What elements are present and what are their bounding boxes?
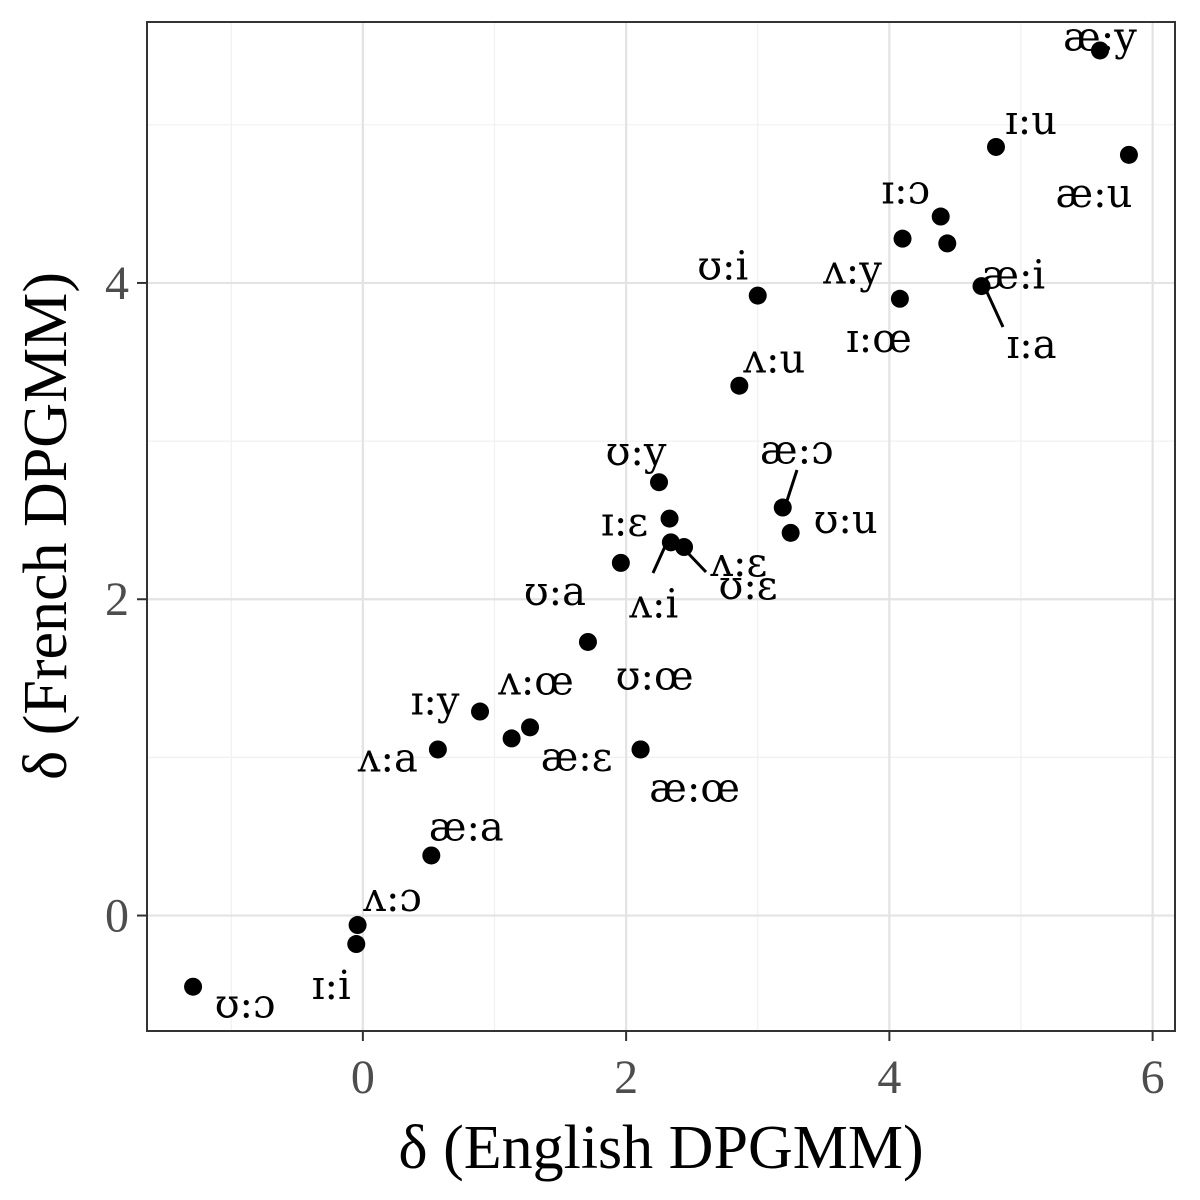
point-label: ɪ:u	[1005, 98, 1057, 144]
point-label: æ:ɔ	[760, 428, 833, 474]
data-point	[730, 376, 749, 395]
point-label: ɪ:œ	[846, 316, 912, 362]
data-point	[422, 846, 441, 865]
point-label: ʌ:y	[822, 248, 882, 294]
data-point	[986, 137, 1005, 156]
panel-border	[146, 21, 1176, 1032]
y-tick-label: 0	[105, 890, 129, 943]
y-axis-title: δ (French DPGMM)	[12, 272, 80, 780]
data-point	[1090, 41, 1109, 60]
data-point	[893, 229, 912, 248]
point-label: ɪ:y	[411, 679, 460, 725]
data-point	[521, 718, 540, 737]
point-label: ʊ:ɔ	[215, 982, 276, 1028]
point-label: ʊ:y	[606, 429, 667, 475]
data-point	[773, 498, 792, 517]
data-point	[660, 509, 679, 528]
point-label: æ:i	[981, 252, 1045, 298]
leader-line	[984, 289, 1005, 328]
x-tick-label: 0	[351, 1051, 375, 1104]
points-layer	[184, 41, 1138, 996]
point-label: æ:u	[1056, 171, 1133, 217]
leader-line	[684, 549, 708, 574]
data-point	[781, 523, 800, 542]
data-point	[1119, 145, 1138, 164]
grid-layer	[147, 22, 1175, 1031]
data-point	[650, 473, 669, 492]
data-point	[675, 538, 694, 557]
data-point	[890, 289, 909, 308]
point-label: ʌ:œ	[497, 658, 574, 704]
point-label: ʌ:ɛ	[709, 540, 767, 586]
axis-ticks: 0 2 4 6 0 2 4	[105, 257, 1165, 1104]
data-point	[184, 977, 203, 996]
point-label: æ:ɛ	[541, 734, 613, 780]
y-tick-label: 4	[105, 257, 129, 310]
point-label: ɪ:i	[312, 963, 351, 1009]
data-point	[931, 207, 950, 226]
data-point	[938, 234, 957, 253]
point-label: æ:œ	[649, 765, 740, 811]
data-point	[428, 740, 447, 759]
data-point	[578, 632, 597, 651]
data-point	[347, 935, 366, 954]
point-label: ʌ:a	[357, 735, 418, 781]
point-labels: æ:yɪ:uæ:uɪ:ɔʌ:y æ:iɪ:aɪ:œʊ:iʌ:uʊ:y æ:ɔʊ:uɪ…	[215, 14, 1137, 1027]
point-label: ɪ:ɛ	[601, 500, 648, 546]
point-label: ʊ:ɛ	[719, 563, 778, 609]
point-label: ɪ:a	[1006, 322, 1056, 368]
point-label: ɪ:ɔ	[881, 168, 930, 214]
leader-line	[781, 469, 799, 514]
y-tick-label: 2	[105, 573, 129, 626]
point-label: ʌ:u	[742, 337, 805, 383]
leader-lines	[651, 289, 1005, 574]
data-point	[611, 553, 630, 572]
data-point	[471, 702, 490, 721]
x-axis-title: δ (English DPGMM)	[398, 1114, 923, 1182]
point-label: ʊ:i	[697, 244, 748, 290]
x-tick-label: 2	[614, 1051, 638, 1104]
point-label: ʊ:u	[814, 497, 878, 543]
data-point	[502, 729, 521, 748]
data-point	[348, 916, 367, 935]
data-point	[631, 740, 650, 759]
point-label: ʌ:ɔ	[362, 875, 421, 921]
point-label: æ:a	[429, 804, 504, 850]
x-tick-label: 4	[877, 1051, 901, 1104]
leader-line	[651, 541, 669, 574]
data-point	[748, 286, 767, 305]
point-label: ʊ:a	[524, 569, 586, 615]
point-label: ʌ:i	[628, 581, 678, 627]
point-label: ʊ:œ	[616, 653, 694, 699]
x-tick-label: 6	[1141, 1051, 1165, 1104]
